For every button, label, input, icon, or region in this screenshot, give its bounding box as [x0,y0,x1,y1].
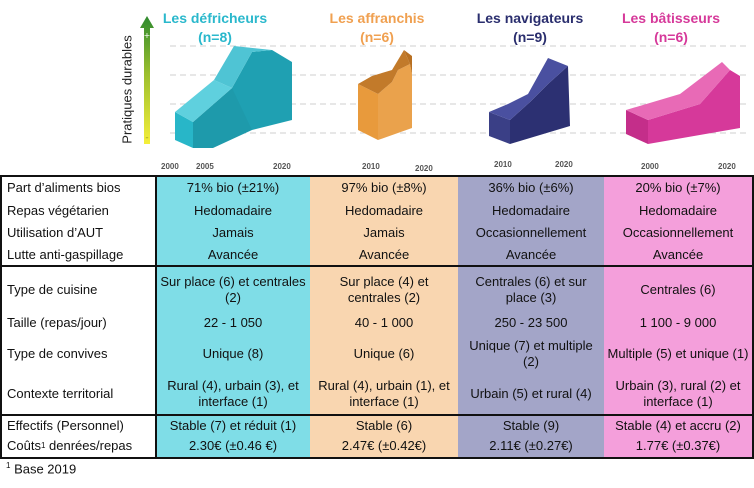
table-cell: 36% bio (±6%) [488,180,574,195]
column-bg-affranchis [310,175,458,459]
row-label: Contexte territorial [7,386,114,401]
row-label: Effectifs (Personnel) [7,417,124,433]
row-label: Utilisation d’AUT [7,225,104,240]
table-border-bottom [0,457,754,459]
year-label: 2000 [161,162,179,171]
table-cell: Sur place (6) et centrales (2) [160,274,306,305]
table-cell: Stable (6) [355,417,413,433]
table-cell: Hedomadaire [344,203,424,218]
year-label: 2020 [273,162,291,171]
svg-text:+: + [144,31,151,40]
table-cell: Unique (8) [202,346,264,361]
table-cell: 250 - 23 500 [494,315,568,330]
table-cell: Jamais [363,225,405,240]
column-bg-defricheurs [156,175,310,459]
table-cell: Stable (4) et accru (2) [615,417,741,433]
year-label: 2020 [555,160,573,169]
trajectory-shape-navigateurs [489,58,570,144]
section-divider [0,265,754,267]
year-label: 2020 [415,164,433,173]
row-label: Lutte anti-gaspillage [7,246,124,262]
sustainability-arrow-icon: + - [140,16,154,144]
table-cell: Rural (4), urbain (3), et interface (1) [167,378,299,409]
year-label: 2000 [641,162,659,171]
table-cell: Occasionnellement [475,225,587,240]
table-border-left [0,175,2,459]
trajectory-shape-batisseurs [626,62,740,144]
table-cell: Hedomadaire [193,203,273,218]
table-cell: 40 - 1 000 [354,315,414,330]
footnote: 1 Base 2019 [6,461,77,477]
column-divider [155,175,157,459]
row-label: Taille (repas/jour) [7,315,107,330]
table-cell: 1.77€ (±0.37€) [635,437,721,453]
group-title-defricheurs: Les défricheurs (n=8) [162,10,268,45]
table-cell: Stable (7) et réduit (1) [169,417,297,433]
table-cell: Avancée [505,246,557,262]
table-cell: Jamais [212,225,254,240]
table-cell: 2.30€ (±0.46 €) [188,437,278,453]
group-title-batisseurs: Les bâtisseurs (n=6) [621,10,721,45]
table-cell: Sur place (4) et centrales (2) [339,274,429,305]
table-cell: Unique (7) et multiple (2) [469,338,593,369]
row-label: Type de cuisine [7,282,98,297]
table-border-top [0,175,754,177]
group-title-affranchis: Les affranchis (n=6) [329,10,425,45]
table-cell: Avancée [207,246,259,262]
year-label: 2010 [362,162,380,171]
table-cell: Centrales (6) [640,282,716,297]
table-cell: Hedomadaire [491,203,571,218]
table-cell: Avancée [652,246,704,262]
column-bg-navigateurs [458,175,604,459]
year-label: 2005 [196,162,214,171]
table-cell: 2.11€ (±0.27€) [489,437,573,453]
table-cell: Urbain (5) et rural (4) [470,386,592,401]
table-cell: 1 100 - 9 000 [639,315,717,330]
characteristics-table: Part d’aliments bios 71% bio (±21%) 97% bi… [0,175,754,459]
table-cell: 20% bio (±7%) [635,180,721,195]
table-cell: Occasionnellement [622,225,734,240]
table-cell: 2.47€ (±0.42€) [341,437,427,453]
section-divider [0,414,754,416]
column-bg-batisseurs [604,175,752,459]
grid-lines [170,45,748,148]
table-cell: Multiple (5) et unique (1) [607,346,749,361]
svg-text:-: - [145,133,148,143]
row-label: Repas végétarien [7,203,109,218]
row-label: Coûts 1 denrées/repas [7,437,133,453]
table-cell: Centrales (6) et sur place (3) [475,274,587,305]
table-cell: Unique (6) [353,346,415,361]
table-cell: 22 - 1 050 [203,315,263,330]
trajectory-panel: Pratiques durables + - [0,0,754,175]
group-title-navigateurs: Les navigateurs (n=9) [476,10,584,45]
table-cell: Urbain (3), rural (2) et interface (1) [615,378,741,409]
trajectory-shape-defricheurs [175,46,292,148]
row-label: Part d’aliments bios [7,180,121,195]
table-cell: Hedomadaire [638,203,718,218]
table-cell: 97% bio (±8%) [341,180,427,195]
year-label: 2020 [718,162,736,171]
trajectory-shape-affranchis [358,50,412,140]
table-border-right [752,175,754,459]
table-cell: Avancée [358,246,410,262]
row-label: Type de convives [7,346,108,361]
table-cell: Rural (4), urbain (1), et interface (1) [318,378,450,409]
table-cell: Stable (9) [502,417,560,433]
table-cell: 71% bio (±21%) [186,180,280,195]
year-label: 2010 [494,160,512,169]
